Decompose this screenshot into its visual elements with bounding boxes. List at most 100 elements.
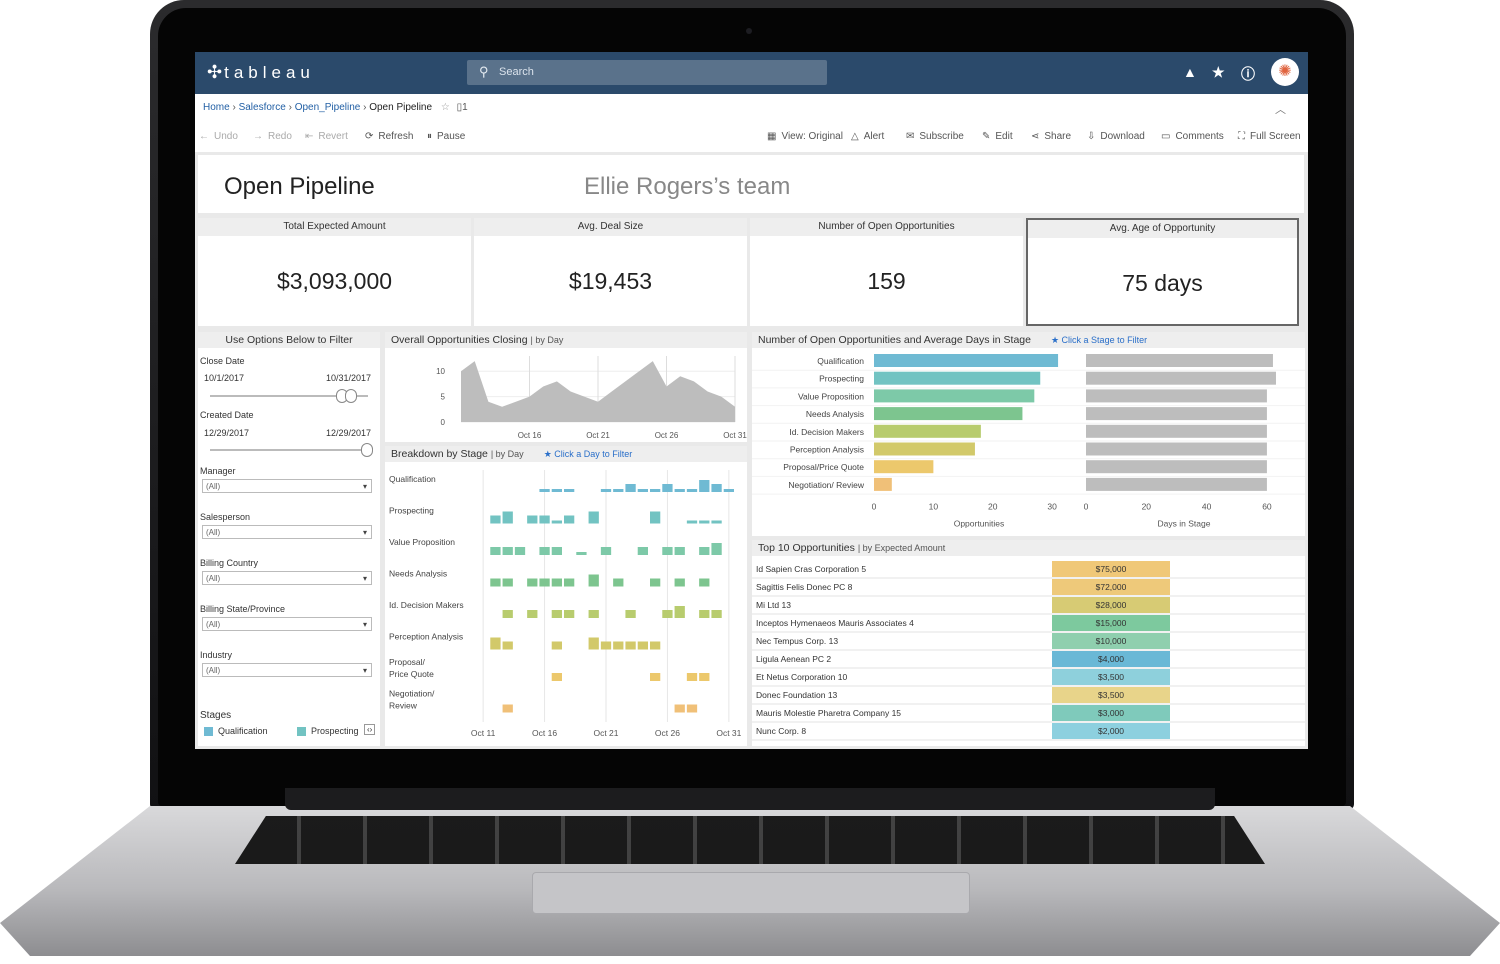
search-input[interactable]: ⚲ Search [467, 60, 827, 85]
breadcrumb-home[interactable]: Home [203, 102, 230, 113]
salesperson-dropdown[interactable]: (All) ▾ [202, 525, 372, 539]
amount-cell [1052, 669, 1170, 685]
legend-item[interactable]: Qualification [204, 726, 268, 737]
kpi-value: 75 days [1122, 270, 1203, 296]
tableau-logo[interactable]: ✣ tableau [207, 62, 315, 83]
breadcrumb-open-pipeline-project[interactable]: Open_Pipeline [294, 102, 361, 113]
alert-button[interactable]: △ Alert [851, 131, 884, 142]
alert-label: Alert [863, 131, 885, 142]
breakdown-chart-title: Breakdown by Stage [391, 448, 488, 460]
legend-label: Qualification [218, 726, 268, 736]
stage-day-bar [551, 578, 562, 587]
stage-row-label: Perception Analysis [389, 632, 463, 642]
full-screen-button[interactable]: ⛶ Full Screen [1238, 131, 1301, 142]
avatar[interactable]: ✺ [1271, 58, 1299, 86]
stage-day-bar [490, 547, 501, 555]
close-date-slider[interactable] [210, 395, 368, 397]
closing-area-chart[interactable]: 0 5 10 Oct 16 Oct 21 Oct 26 Oct 31 [385, 348, 747, 442]
close-date-handle[interactable] [345, 389, 357, 403]
breakdown-chart-header: Breakdown by Stage | by Day ★ Click a Day… [385, 446, 747, 462]
industry-dropdown[interactable]: (All) ▾ [202, 663, 372, 677]
refresh-button[interactable]: ⟳ Refresh [365, 131, 413, 142]
x-tick-label: 0 [872, 502, 877, 512]
opportunity-amount: $4,000 [1098, 654, 1124, 664]
billing-state-label: Billing State/Province [200, 604, 286, 614]
favorite-star-outline-icon[interactable]: ☆ [440, 102, 450, 113]
alert-icon[interactable]: ▲ [1183, 64, 1197, 80]
stage-day-bar [588, 574, 599, 587]
dashboard-title-bar: Open Pipeline Ellie Rogers’s team [198, 155, 1304, 213]
created-date-end[interactable]: 12/29/2017 [326, 428, 372, 438]
pause-button[interactable]: ⏸ Pause [427, 131, 465, 142]
share-icon: ⋖ [1031, 131, 1040, 142]
undo-button[interactable]: ← Undo [199, 131, 238, 142]
info-icon[interactable]: ⓘ [1241, 66, 1255, 82]
subscribe-button[interactable]: ✉ Subscribe [906, 131, 964, 142]
legend-scroll-arrows[interactable]: ‹› [364, 724, 376, 735]
kpi-avg-deal-size[interactable]: Avg. Deal Size $19,453 [474, 218, 747, 326]
stage-row-label: Prospecting [389, 506, 434, 516]
created-date-start[interactable]: 12/29/2017 [204, 428, 250, 438]
page-title: Open Pipeline [224, 173, 375, 200]
opportunity-amount: $10,000 [1096, 636, 1127, 646]
opportunity-amount: $28,000 [1096, 600, 1127, 610]
revert-button[interactable]: ⇤ Revert [305, 131, 348, 142]
favorites-star-icon[interactable]: ★ [1212, 64, 1225, 80]
redo-button[interactable]: → Redo [253, 131, 292, 142]
stage-label: Negotiation/ Review [788, 480, 864, 490]
legend-item[interactable]: Prospecting [297, 726, 359, 737]
opportunities-bar [874, 424, 981, 438]
search-icon: ⚲ [479, 64, 489, 79]
edit-button[interactable]: ✎ Edit [982, 131, 1013, 142]
views-count: 1 [462, 102, 468, 113]
created-date-slider[interactable] [210, 449, 368, 451]
stage-day-bar [650, 673, 661, 681]
kpi-open-opportunities[interactable]: Number of Open Opportunities 159 [750, 218, 1023, 326]
opportunities-bar [874, 407, 1023, 421]
days-in-stage-bar [1086, 389, 1267, 403]
manager-dropdown[interactable]: (All) ▾ [202, 479, 372, 493]
stage-chart-hint[interactable]: ★ Click a Stage to Filter [1050, 335, 1148, 345]
stage-day-bar [551, 673, 562, 681]
industry-value: (All) [206, 666, 221, 675]
pause-label: Pause [437, 131, 466, 142]
breakdown-chart[interactable]: Qualification Prospecting Value Propositio… [385, 462, 747, 746]
top-bar: ✣ tableau ⚲ Search ▲ ★ ⓘ ✺ [195, 52, 1308, 94]
view-original-button[interactable]: ▦ View: Original [767, 131, 843, 142]
top10-table[interactable]: Id Sapien Cras Corporation 5 $75,000 Sagit… [752, 556, 1305, 746]
stage-day-bar [650, 578, 661, 587]
days-in-stage-bar [1086, 442, 1267, 456]
close-date-end[interactable]: 10/31/2017 [326, 373, 372, 383]
close-date-start[interactable]: 10/1/2017 [204, 373, 245, 383]
billing-state-dropdown[interactable]: (All) ▾ [202, 617, 372, 631]
kpi-total-expected-amount[interactable]: Total Expected Amount $3,093,000 [198, 218, 471, 326]
created-date-handle[interactable] [361, 443, 373, 457]
comments-button[interactable]: ▭ Comments [1161, 131, 1224, 142]
billing-country-dropdown[interactable]: (All) ▾ [202, 571, 372, 585]
stage-day-bar [551, 547, 562, 555]
kpi-avg-age[interactable]: Avg. Age of Opportunity 75 days [1026, 218, 1299, 326]
stage-day-bar [674, 606, 685, 618]
x-tick-label: Oct 31 [723, 431, 747, 440]
opportunity-name: Donec Foundation 13 [756, 690, 838, 700]
download-button[interactable]: ⇩ Download [1087, 131, 1145, 142]
y-tick-label: 5 [441, 393, 446, 402]
collapse-chevron-icon[interactable]: ︿ [1275, 104, 1286, 116]
stage-day-bar [650, 641, 661, 650]
legend-swatch [297, 727, 306, 737]
chevron-down-icon: ▾ [362, 620, 367, 629]
stage-day-bar [699, 673, 710, 681]
breadcrumb-current: Open Pipeline [369, 102, 433, 113]
views-icon[interactable]: ▯ [456, 102, 463, 113]
share-button[interactable]: ⋖ Share [1031, 131, 1071, 142]
breadcrumb-salesforce[interactable]: Salesforce [238, 102, 286, 113]
stage-day-bar [723, 489, 734, 492]
stage-label: Perception Analysis [790, 445, 864, 455]
fullscreen-icon: ⛶ [1238, 131, 1245, 142]
subscribe-label: Subscribe [919, 131, 964, 142]
created-date-label: Created Date [200, 410, 254, 420]
stage-row-label: Value Proposition [389, 537, 455, 547]
y-tick-label: 10 [436, 367, 445, 376]
stage-bar-chart[interactable]: Qualification Prospecting Value Propositio… [752, 348, 1305, 536]
closing-chart-subtitle: | by Day [530, 335, 564, 345]
